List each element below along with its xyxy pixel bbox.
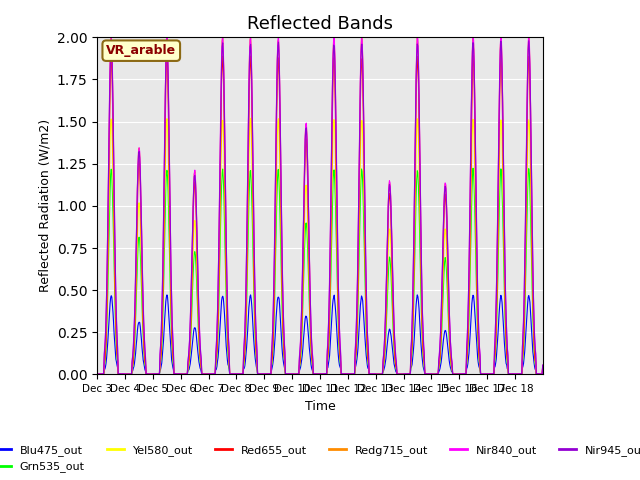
Legend: Blu475_out, Grn535_out, Yel580_out, Red655_out, Redg715_out, Nir840_out, Nir945_: Blu475_out, Grn535_out, Yel580_out, Red6… bbox=[0, 441, 640, 477]
Title: Reflected Bands: Reflected Bands bbox=[247, 15, 393, 33]
Y-axis label: Reflected Radiation (W/m2): Reflected Radiation (W/m2) bbox=[38, 120, 51, 292]
Text: VR_arable: VR_arable bbox=[106, 44, 177, 57]
X-axis label: Time: Time bbox=[305, 400, 335, 413]
